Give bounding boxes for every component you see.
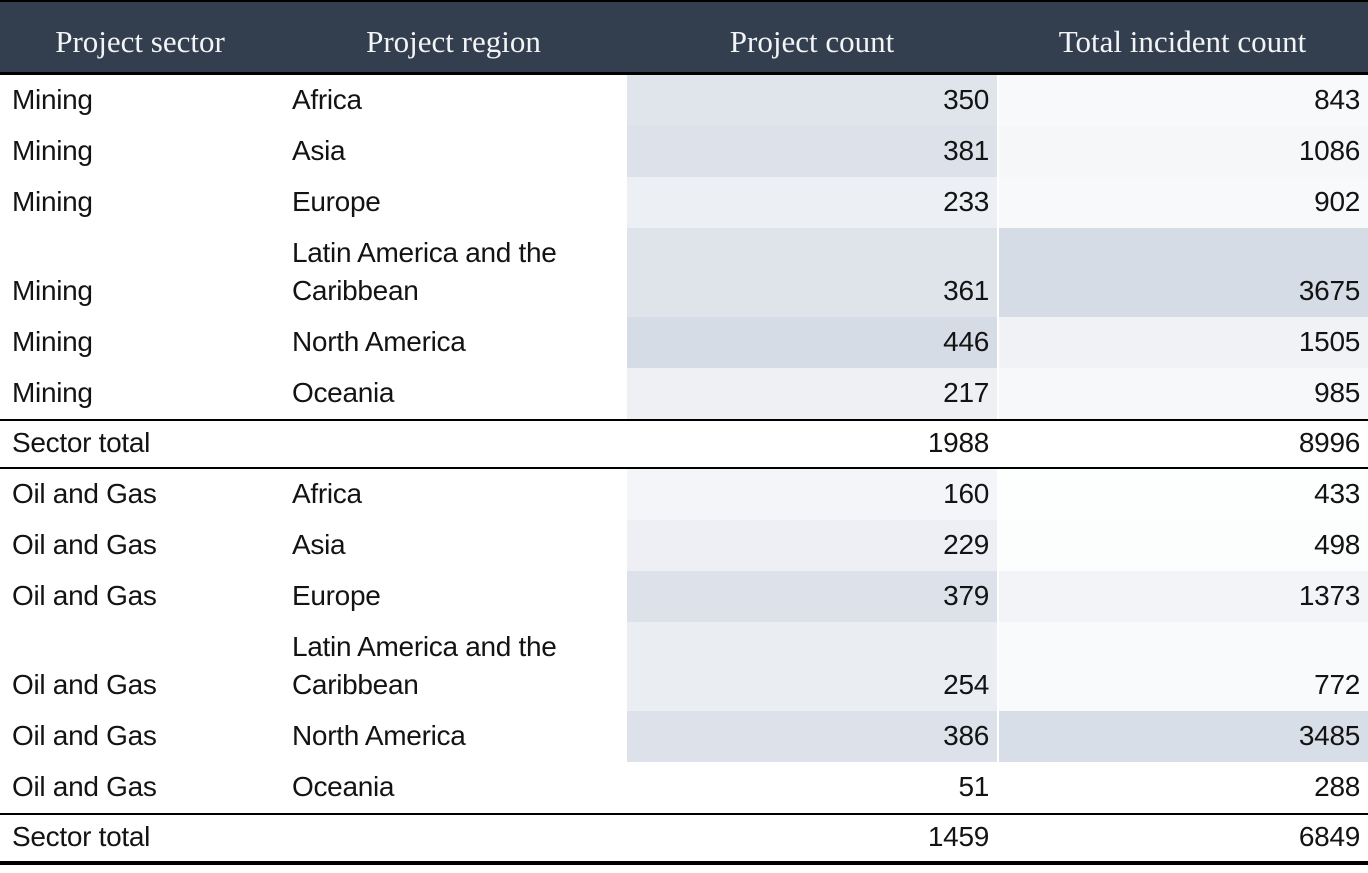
cell-total-incident-count: 498 bbox=[997, 520, 1368, 571]
table-row: Oil and Gas Asia 229 498 bbox=[0, 520, 1368, 571]
cell-project-sector: Mining bbox=[0, 368, 280, 420]
table-row: Mining Asia 381 1086 bbox=[0, 126, 1368, 177]
cell-total-incident-count: 902 bbox=[997, 177, 1368, 228]
cell-project-count: 160 bbox=[627, 468, 997, 520]
cell-total-incident-count: 433 bbox=[997, 468, 1368, 520]
cell-project-count: 446 bbox=[627, 317, 997, 368]
cell-project-count: 217 bbox=[627, 368, 997, 420]
cell-project-region: Asia bbox=[280, 520, 627, 571]
cell-project-sector: Oil and Gas bbox=[0, 571, 280, 622]
cell-project-region: North America bbox=[280, 317, 627, 368]
cell-project-count: 229 bbox=[627, 520, 997, 571]
column-header-project-sector: Project sector bbox=[0, 0, 280, 75]
cell-total-incident-count: 985 bbox=[997, 368, 1368, 420]
cell-project-region: Latin America and the Caribbean bbox=[280, 622, 627, 711]
cell-project-sector: Oil and Gas bbox=[0, 622, 280, 711]
table-row: Mining Europe 233 902 bbox=[0, 177, 1368, 228]
cell-project-region: Oceania bbox=[280, 762, 627, 814]
sector-total-row: Sector total 1988 8996 bbox=[0, 419, 1368, 469]
cell-project-count: 361 bbox=[627, 228, 997, 317]
cell-project-region: Africa bbox=[280, 468, 627, 520]
cell-project-region: Asia bbox=[280, 126, 627, 177]
cell-project-region: North America bbox=[280, 711, 627, 762]
cell-total-incident-count: 3485 bbox=[997, 711, 1368, 762]
cell-project-region: Europe bbox=[280, 571, 627, 622]
cell-total-incident-count: 1373 bbox=[997, 571, 1368, 622]
sector-total-project-count: 1459 bbox=[627, 813, 997, 865]
column-header-total-incident-count: Total incident count bbox=[997, 0, 1368, 75]
cell-project-count: 381 bbox=[627, 126, 997, 177]
cell-project-sector: Mining bbox=[0, 228, 280, 317]
cell-total-incident-count: 1086 bbox=[997, 126, 1368, 177]
table-row: Oil and Gas Europe 379 1373 bbox=[0, 571, 1368, 622]
table-row: Mining Oceania 217 985 bbox=[0, 368, 1368, 420]
cell-project-sector: Mining bbox=[0, 177, 280, 228]
cell-project-region: Africa bbox=[280, 73, 627, 126]
cell-project-region: Latin America and the Caribbean bbox=[280, 228, 627, 317]
cell-project-sector: Oil and Gas bbox=[0, 468, 280, 520]
table-row: Oil and Gas Oceania 51 288 bbox=[0, 762, 1368, 814]
cell-project-sector: Oil and Gas bbox=[0, 762, 280, 814]
cell-project-sector: Oil and Gas bbox=[0, 520, 280, 571]
sector-total-project-count: 1988 bbox=[627, 419, 997, 469]
table-row: Oil and Gas North America 386 3485 bbox=[0, 711, 1368, 762]
table-row: Oil and Gas Africa 160 433 bbox=[0, 468, 1368, 520]
cell-project-sector: Oil and Gas bbox=[0, 711, 280, 762]
cell-project-count: 350 bbox=[627, 73, 997, 126]
cell-project-sector: Mining bbox=[0, 126, 280, 177]
sector-total-incident-count: 6849 bbox=[997, 813, 1368, 865]
cell-project-count: 254 bbox=[627, 622, 997, 711]
table-body: Mining Africa 350 843 Mining Asia 381 1086 Minin… bbox=[0, 73, 1368, 865]
cell-project-sector: Mining bbox=[0, 73, 280, 126]
table-row: Mining Latin America and the Caribbean 361… bbox=[0, 228, 1368, 317]
cell-project-sector: Mining bbox=[0, 317, 280, 368]
cell-project-count: 233 bbox=[627, 177, 997, 228]
cell-project-count: 379 bbox=[627, 571, 997, 622]
table-row: Oil and Gas Latin America and the Caribbe… bbox=[0, 622, 1368, 711]
cell-total-incident-count: 772 bbox=[997, 622, 1368, 711]
sector-total-label: Sector total bbox=[0, 813, 627, 865]
sector-total-label: Sector total bbox=[0, 419, 627, 469]
table-row: Mining North America 446 1505 bbox=[0, 317, 1368, 368]
header-row: Project sector Project region Project co… bbox=[0, 0, 1368, 75]
sector-total-row: Sector total 1459 6849 bbox=[0, 813, 1368, 865]
cell-project-region: Oceania bbox=[280, 368, 627, 420]
cell-total-incident-count: 288 bbox=[997, 762, 1368, 814]
cell-project-count: 386 bbox=[627, 711, 997, 762]
cell-project-count: 51 bbox=[627, 762, 997, 814]
cell-project-region: Europe bbox=[280, 177, 627, 228]
column-header-project-count: Project count bbox=[627, 0, 997, 75]
cell-total-incident-count: 843 bbox=[997, 73, 1368, 126]
table-row: Mining Africa 350 843 bbox=[0, 73, 1368, 126]
cell-total-incident-count: 3675 bbox=[997, 228, 1368, 317]
cell-total-incident-count: 1505 bbox=[997, 317, 1368, 368]
column-header-project-region: Project region bbox=[280, 0, 627, 75]
sector-total-incident-count: 8996 bbox=[997, 419, 1368, 469]
